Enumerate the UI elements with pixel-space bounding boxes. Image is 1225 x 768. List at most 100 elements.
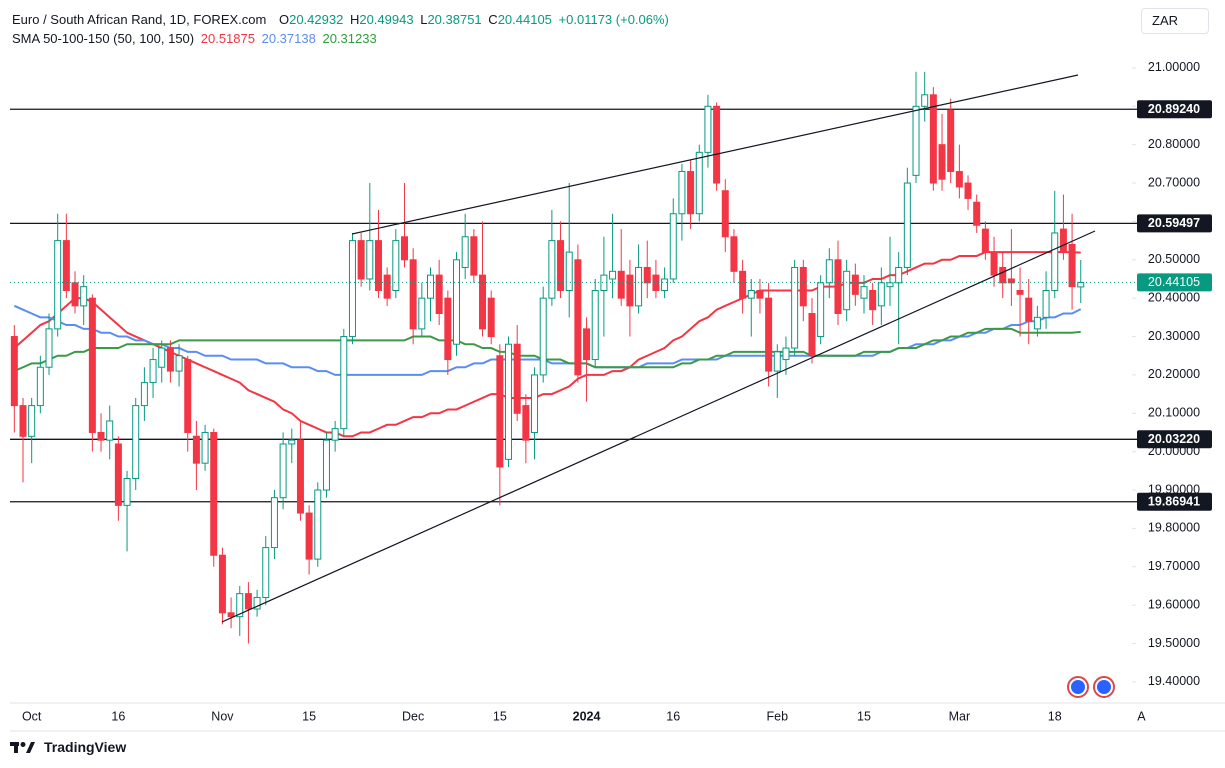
footer: TradingView [10,739,126,755]
candle-body [1051,232,1059,291]
candle-body [1077,281,1085,288]
candle-body [140,382,148,407]
candle-body [955,171,963,188]
candle-body [114,443,122,506]
candle-body [643,266,651,284]
candle-body [548,240,556,299]
ohlc-value: 20.42932 [289,12,344,27]
candle-body [331,428,339,441]
ohlc-value: 20.38751 [427,12,482,27]
candle-body [80,286,88,307]
legend-ohlc: Euro / South African Rand, 1D, FOREX.com… [12,12,672,27]
y-tick-label: 20.50000 [1148,252,1200,266]
candle-body [704,105,712,153]
price-label: 20.44105 [1148,275,1200,289]
y-tick-label: 20.70000 [1148,175,1200,189]
candle-body [574,259,582,376]
x-tick-label: Feb [767,709,789,723]
ohlc-value: 20.44105 [497,12,552,27]
level-label-box [1137,214,1212,233]
candle-body [158,347,166,368]
candle-body [713,105,721,184]
candle-body [947,109,955,173]
candle-body [487,297,495,338]
scroll-icons[interactable] [1067,676,1115,698]
brand: TradingView [44,739,127,755]
candle-body [175,355,183,372]
candle-body [184,359,192,433]
candle-body [453,259,461,345]
candle-body [45,328,53,368]
sma-line [13,251,1081,438]
indicator-label: SMA 50-100-150 (50, 100, 150) [12,31,195,46]
candle-body [71,282,79,307]
ohlc-letter: H [349,12,360,27]
candle-body [843,270,851,311]
price-label-box [1137,273,1212,292]
candle-body [479,274,487,330]
candle-body [695,151,703,215]
level-label: 20.03220 [1148,432,1200,446]
candle-body [227,612,235,618]
candle-body [366,240,374,280]
level-label: 20.89240 [1148,102,1200,116]
candle-body [799,266,807,307]
candle-body [236,593,244,618]
candle-body [808,313,816,357]
change: +0.01173 (+0.06%) [558,12,669,27]
candle-body [1007,278,1015,284]
level-label-box [1137,492,1212,511]
x-tick-label: 18 [1048,709,1062,723]
ohlc-value: 20.49943 [359,12,414,27]
candle-body [1033,316,1041,330]
candle-body [539,297,547,376]
candle-body [591,289,599,361]
candle-body [253,596,261,610]
x-tick-label: Dec [402,709,424,723]
candle-body [505,343,513,460]
x-tick-label: 15 [302,709,316,723]
x-tick-label: 15 [857,709,871,723]
logo [10,742,35,753]
candle-body [557,240,565,291]
candle-body [305,512,313,560]
candle-body [10,336,18,407]
candle-body [981,228,989,253]
candle-body [19,405,27,437]
candle-body [531,374,539,433]
candle-body [687,171,695,215]
candle-body [97,431,105,441]
candle-body [218,554,226,614]
candle-body [782,347,790,361]
x-tick-label: 16 [111,709,125,723]
ohlc-letter: C [488,12,498,27]
trend-line [351,74,1079,235]
icon[interactable] [1071,680,1085,694]
currency-button[interactable]: ZAR [1141,8,1209,34]
legend-sma: SMA 50-100-150 (50, 100, 150) 20.51875 2… [12,31,380,46]
icon[interactable] [1097,680,1111,694]
candle-body [392,240,400,291]
y-tick-label: 20.30000 [1148,329,1200,343]
y-tick-label: 20.40000 [1148,290,1200,304]
candle-body [435,274,443,315]
candle-body [834,259,842,315]
sma-line [13,327,1081,372]
candle-body [322,439,330,491]
level-label-box [1137,100,1212,119]
candle-body [600,274,608,291]
symbol-title: Euro / South African Rand, 1D, FOREX.com [12,12,267,27]
candle-body [28,405,36,437]
candle-body [912,105,920,176]
trend-line [221,230,1096,623]
candle-body [756,289,764,299]
candle-body [444,297,452,361]
candle-body [409,259,417,330]
sma-value: 20.31233 [322,31,377,46]
candle-body [583,328,591,361]
candle-body [721,190,729,238]
sma-value: 20.51875 [200,31,255,46]
candle-body [825,259,833,284]
sma-value: 20.37138 [261,31,316,46]
